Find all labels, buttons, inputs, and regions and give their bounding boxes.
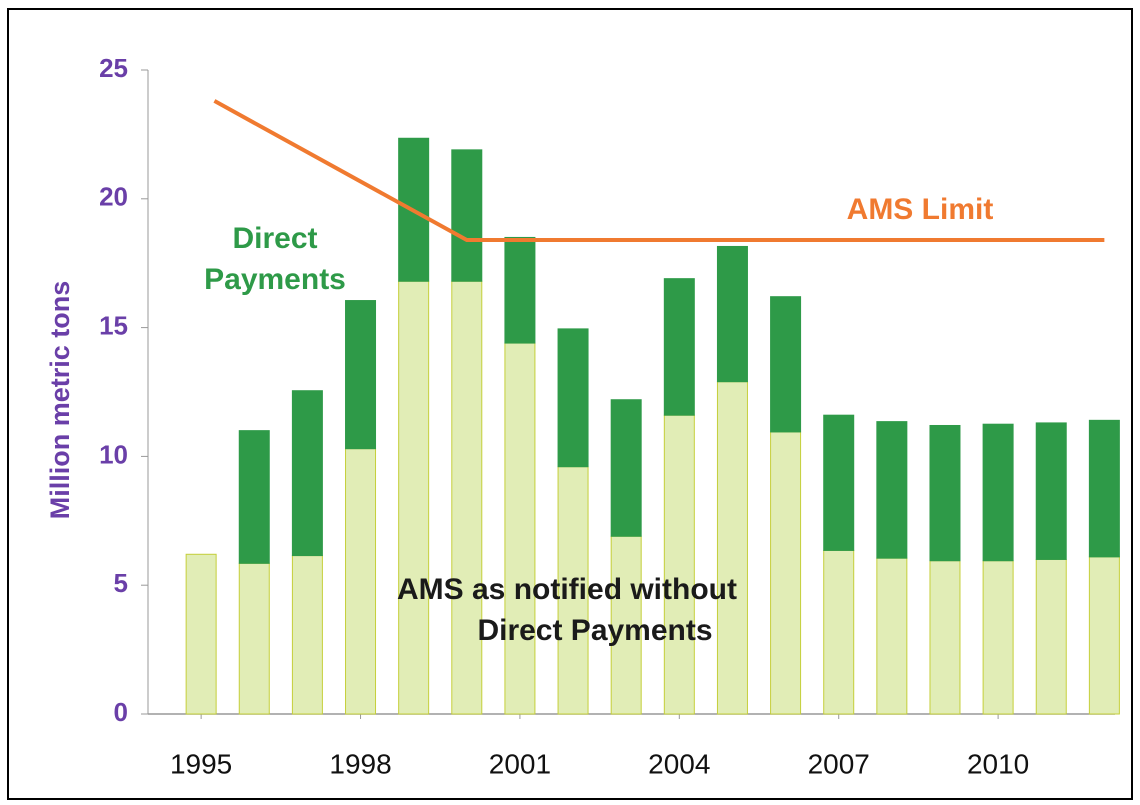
bar-segment bbox=[716, 245, 748, 383]
x-tick-label: 1998 bbox=[329, 748, 391, 779]
bar-segment bbox=[982, 423, 1014, 562]
bar-segment bbox=[823, 549, 855, 715]
bar-segment bbox=[610, 399, 642, 537]
y-tick-label: 10 bbox=[99, 439, 128, 469]
y-axis-label: Million metric tons bbox=[45, 281, 75, 520]
bar-segment bbox=[876, 421, 908, 559]
bar-segment bbox=[291, 390, 323, 557]
bar-segment bbox=[823, 414, 855, 551]
y-tick-label: 15 bbox=[99, 310, 128, 340]
bar-segment bbox=[238, 562, 270, 715]
line-label: AMS Limit bbox=[847, 193, 994, 226]
x-tick-label: 2010 bbox=[967, 748, 1029, 779]
bar-segment bbox=[1088, 419, 1120, 558]
bar-segment bbox=[345, 448, 377, 715]
bar-segment bbox=[610, 535, 642, 715]
annotation: Direct bbox=[232, 222, 317, 255]
x-tick-label: 2007 bbox=[808, 748, 870, 779]
annotation: AMS as notified without bbox=[397, 573, 737, 606]
bar-segment bbox=[770, 431, 802, 715]
bar-segment bbox=[291, 555, 323, 715]
bar-segment bbox=[504, 236, 536, 344]
bar-segment bbox=[929, 424, 961, 562]
bar-segment bbox=[663, 414, 695, 715]
bar-segment bbox=[1035, 558, 1067, 715]
bar-segment bbox=[1088, 556, 1120, 715]
annotation: Direct Payments bbox=[477, 614, 712, 647]
bar-segment bbox=[185, 553, 217, 715]
bar-segment bbox=[876, 557, 908, 715]
bar-segment bbox=[451, 280, 483, 715]
x-tick-label: 1995 bbox=[170, 748, 232, 779]
y-tick-label: 5 bbox=[114, 568, 128, 598]
bar-segment bbox=[238, 430, 270, 564]
x-tick-label: 2001 bbox=[489, 748, 551, 779]
bar-segment bbox=[398, 280, 430, 715]
bar-segment bbox=[716, 381, 748, 715]
bar-segment bbox=[345, 300, 377, 450]
bar-segment bbox=[663, 278, 695, 416]
bar-segment bbox=[770, 296, 802, 433]
limit-line bbox=[213, 99, 1105, 243]
y-tick-label: 25 bbox=[99, 53, 128, 83]
bar-segment bbox=[557, 328, 589, 468]
bar-segment bbox=[929, 560, 961, 715]
y-tick-label: 20 bbox=[99, 182, 128, 212]
x-tick-label: 2004 bbox=[648, 748, 710, 779]
bar-segment bbox=[1035, 422, 1067, 560]
bar-segment bbox=[982, 560, 1014, 715]
bar-segment bbox=[504, 342, 536, 715]
y-tick-label: 0 bbox=[114, 697, 128, 727]
bar-segment bbox=[557, 466, 589, 715]
annotation: Payments bbox=[204, 263, 346, 296]
bar-segment bbox=[451, 149, 483, 282]
